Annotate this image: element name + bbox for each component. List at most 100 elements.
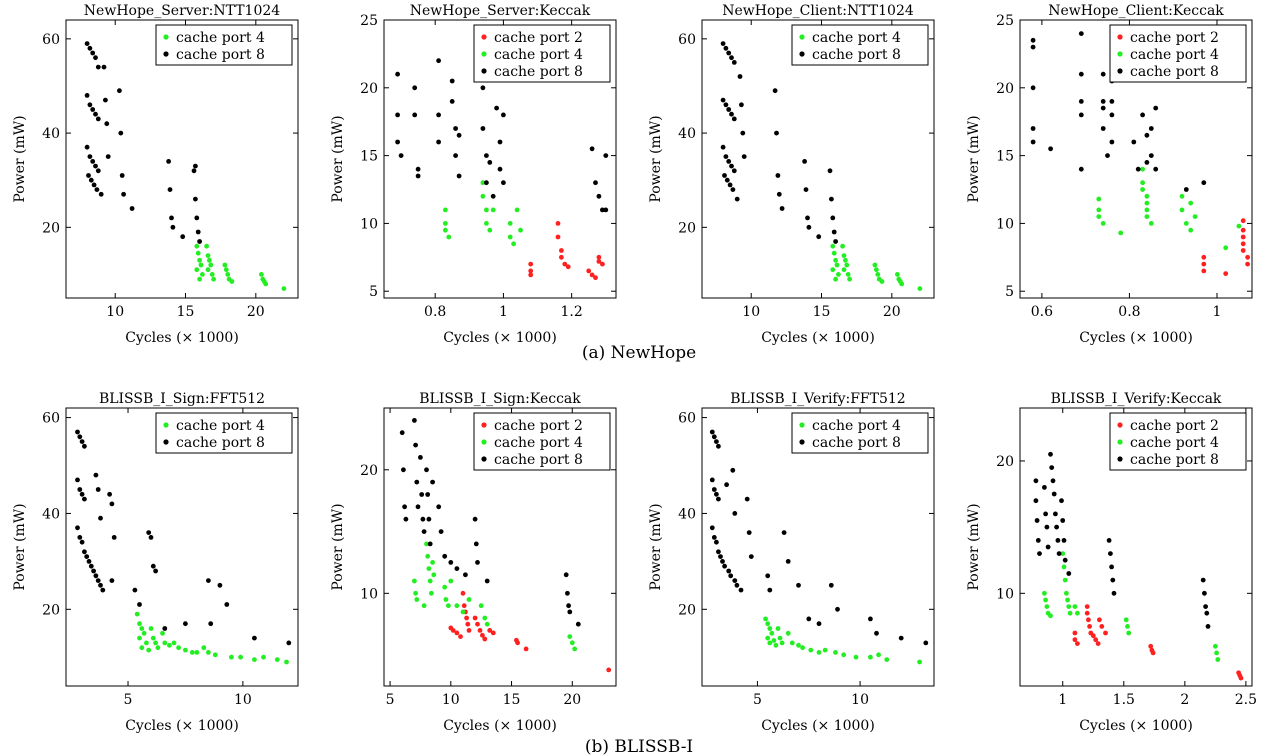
legend-entry: cache port 2 <box>494 30 583 46</box>
data-point <box>1188 227 1194 233</box>
data-point <box>75 525 80 531</box>
x-tick-label: 15 <box>177 304 195 320</box>
legend-entry: cache port 8 <box>176 47 265 63</box>
x-tick-label: 1 <box>499 304 508 320</box>
chart-title: BLISSB_I_Sign:Keccak <box>419 391 581 407</box>
legend-entry: cache port 4 <box>1130 47 1219 63</box>
data-point <box>137 621 142 627</box>
data-point <box>1125 624 1130 629</box>
data-point <box>523 646 529 652</box>
legend-box <box>791 24 929 66</box>
data-point <box>1144 200 1150 206</box>
data-point <box>448 560 454 565</box>
data-point <box>183 647 188 653</box>
data-point <box>286 640 292 646</box>
data-point <box>1245 261 1250 267</box>
data-point <box>449 99 455 104</box>
legend-marker <box>163 439 169 445</box>
data-point <box>490 193 496 199</box>
data-point <box>724 177 730 183</box>
data-point <box>827 168 833 174</box>
data-point <box>720 559 725 564</box>
data-point <box>1223 245 1229 251</box>
legend-entry: cache port 2 <box>1130 418 1219 434</box>
data-point <box>1078 99 1084 104</box>
data-point <box>208 262 214 268</box>
data-point <box>1240 218 1246 224</box>
y-tick-label: 20 <box>996 454 1014 470</box>
legend-entry: cache port 4 <box>176 418 265 434</box>
data-point <box>148 535 154 540</box>
data-point <box>1048 451 1053 457</box>
data-point <box>427 578 433 584</box>
data-point <box>425 553 431 559</box>
data-point <box>153 640 159 646</box>
data-point <box>726 50 732 56</box>
data-point <box>1072 604 1078 609</box>
data-point <box>229 279 235 284</box>
plot-frame <box>1019 19 1253 299</box>
data-point <box>98 191 104 197</box>
data-point <box>1064 590 1069 596</box>
data-point <box>1084 604 1090 609</box>
data-point <box>1123 617 1129 623</box>
legend-entry: cache port 4 <box>812 418 901 434</box>
data-point <box>281 286 287 291</box>
data-point <box>528 268 534 274</box>
data-point <box>100 587 106 593</box>
data-point <box>480 632 485 638</box>
data-point <box>714 439 719 444</box>
data-point <box>139 645 145 651</box>
data-point <box>412 112 418 118</box>
data-point <box>528 261 534 267</box>
data-point <box>150 635 156 641</box>
x-tick-label: 15 <box>813 304 831 320</box>
data-point <box>207 257 212 263</box>
data-point <box>87 102 93 108</box>
y-tick-label: 20 <box>42 602 60 618</box>
data-point <box>150 563 156 569</box>
data-point <box>1055 538 1061 543</box>
data-point <box>1140 187 1145 192</box>
data-point <box>1105 153 1110 159</box>
data-point <box>454 566 460 571</box>
data-point <box>732 511 738 516</box>
data-point <box>77 535 83 540</box>
data-point <box>507 221 513 226</box>
data-point <box>729 55 734 61</box>
data-point <box>734 196 740 202</box>
data-point <box>134 611 140 617</box>
data-point <box>830 215 836 221</box>
chart-6: BLISSB_I_Sign:Keccak 5 10 15 20 10 20 Cycles (×… <box>330 391 617 734</box>
data-point <box>515 640 520 646</box>
plot-frame <box>701 407 935 687</box>
data-point <box>559 248 564 253</box>
chart-title: BLISSB_I_Verify:FFT512 <box>730 391 905 407</box>
data-point <box>1110 577 1116 583</box>
data-point <box>91 182 97 188</box>
y-tick-label: 20 <box>360 81 378 97</box>
data-point <box>84 144 90 150</box>
data-point <box>1078 71 1084 77</box>
data-point <box>1202 590 1207 596</box>
data-point <box>465 621 471 627</box>
data-point <box>418 455 423 460</box>
data-point <box>563 572 569 578</box>
legend-marker <box>799 51 805 57</box>
data-point <box>137 635 142 641</box>
data-point <box>1062 577 1068 583</box>
data-point <box>731 116 737 122</box>
data-point <box>1140 112 1145 118</box>
y-tick-label: 25 <box>360 13 378 29</box>
data-point <box>90 107 96 112</box>
data-point <box>847 276 852 282</box>
y-tick-label: 20 <box>42 220 60 236</box>
data-point <box>808 647 814 653</box>
data-point <box>884 657 890 662</box>
data-point <box>501 180 506 186</box>
data-point <box>95 487 101 492</box>
data-point <box>436 58 441 64</box>
data-point <box>895 272 900 277</box>
data-point <box>567 609 573 615</box>
